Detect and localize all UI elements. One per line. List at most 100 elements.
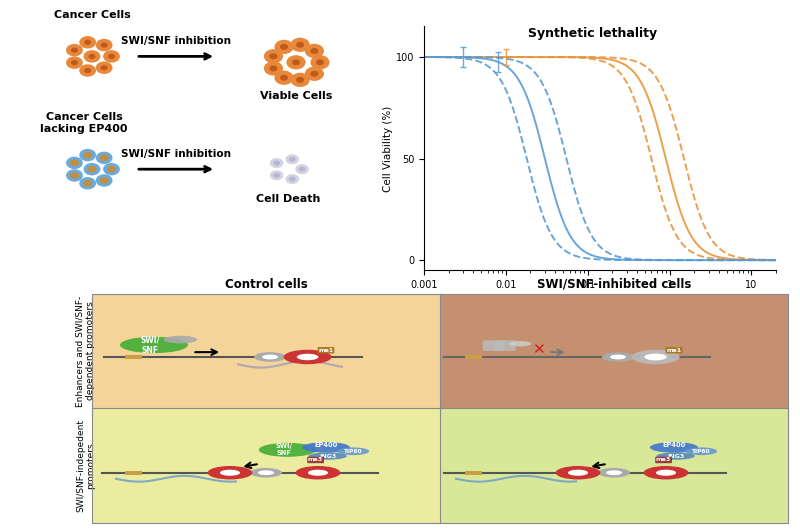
Circle shape xyxy=(280,44,288,50)
Circle shape xyxy=(83,180,92,187)
Circle shape xyxy=(71,60,78,65)
Circle shape xyxy=(310,55,330,69)
Text: me3: me3 xyxy=(656,457,671,463)
Circle shape xyxy=(250,468,282,478)
Bar xyxy=(125,471,142,475)
Circle shape xyxy=(101,42,108,48)
Circle shape xyxy=(300,355,315,359)
Text: SWI/SNF inhibition: SWI/SNF inhibition xyxy=(121,36,231,46)
Circle shape xyxy=(79,149,96,161)
Bar xyxy=(465,355,482,359)
Text: SWI/SNF-inhibited cells: SWI/SNF-inhibited cells xyxy=(537,278,691,291)
Circle shape xyxy=(83,50,101,63)
Circle shape xyxy=(284,350,332,364)
Circle shape xyxy=(298,166,306,172)
Ellipse shape xyxy=(509,341,531,347)
Circle shape xyxy=(286,55,306,69)
Circle shape xyxy=(270,65,278,72)
Text: TIP60: TIP60 xyxy=(692,449,710,454)
Bar xyxy=(440,294,788,408)
Circle shape xyxy=(297,354,318,360)
Text: SWI/
SNF: SWI/ SNF xyxy=(140,335,160,355)
Circle shape xyxy=(296,466,341,480)
Bar xyxy=(92,408,440,523)
Circle shape xyxy=(274,173,280,178)
Ellipse shape xyxy=(259,443,317,457)
Circle shape xyxy=(280,75,288,81)
Circle shape xyxy=(264,49,283,64)
FancyBboxPatch shape xyxy=(494,340,515,351)
Circle shape xyxy=(270,158,283,168)
Circle shape xyxy=(99,154,109,161)
Circle shape xyxy=(610,355,626,359)
Circle shape xyxy=(632,350,680,364)
Circle shape xyxy=(107,166,116,173)
Circle shape xyxy=(568,470,588,476)
Circle shape xyxy=(254,352,286,362)
Circle shape xyxy=(290,38,310,52)
Text: Cancer Cells
lacking EP400: Cancer Cells lacking EP400 xyxy=(40,112,128,134)
Circle shape xyxy=(289,157,296,162)
Circle shape xyxy=(598,468,630,478)
Circle shape xyxy=(290,73,310,87)
Circle shape xyxy=(264,61,283,76)
Circle shape xyxy=(66,44,83,56)
Circle shape xyxy=(79,64,96,77)
Text: Cell Death: Cell Death xyxy=(256,194,320,204)
Circle shape xyxy=(208,466,253,480)
Circle shape xyxy=(295,164,309,174)
Circle shape xyxy=(79,177,96,190)
Circle shape xyxy=(292,352,323,362)
Circle shape xyxy=(606,470,622,475)
Circle shape xyxy=(270,53,278,59)
Circle shape xyxy=(103,163,120,175)
Bar xyxy=(125,355,142,359)
Text: EP400: EP400 xyxy=(662,443,686,448)
Circle shape xyxy=(643,466,689,480)
Text: Enhancers and SWI/SNF-
dependent promoters: Enhancers and SWI/SNF- dependent promote… xyxy=(76,295,95,407)
Circle shape xyxy=(316,59,324,65)
Circle shape xyxy=(79,36,96,49)
Text: ING3: ING3 xyxy=(319,454,336,458)
Circle shape xyxy=(645,354,667,360)
Y-axis label: Cell Viability (%): Cell Viability (%) xyxy=(383,105,393,191)
Circle shape xyxy=(274,161,280,165)
Text: ✕: ✕ xyxy=(532,342,544,357)
Text: me3: me3 xyxy=(308,457,323,463)
Text: TIP60: TIP60 xyxy=(344,449,362,454)
Text: me1: me1 xyxy=(666,348,682,353)
Circle shape xyxy=(286,154,299,164)
Ellipse shape xyxy=(685,447,717,455)
Circle shape xyxy=(108,54,115,59)
Circle shape xyxy=(305,67,324,81)
Text: EP400: EP400 xyxy=(314,443,338,448)
Ellipse shape xyxy=(656,453,694,460)
Ellipse shape xyxy=(650,442,698,453)
Text: SWI/
SNF: SWI/ SNF xyxy=(276,443,293,456)
Circle shape xyxy=(83,152,92,158)
Ellipse shape xyxy=(120,337,188,353)
FancyBboxPatch shape xyxy=(482,340,504,351)
Circle shape xyxy=(89,54,95,59)
Circle shape xyxy=(640,352,672,362)
Ellipse shape xyxy=(163,335,197,343)
Circle shape xyxy=(656,470,676,476)
Circle shape xyxy=(66,56,83,69)
Text: Viable Cells: Viable Cells xyxy=(260,92,332,101)
Circle shape xyxy=(310,48,318,54)
Circle shape xyxy=(96,152,113,164)
Circle shape xyxy=(296,42,304,48)
Circle shape xyxy=(274,70,294,85)
Circle shape xyxy=(258,470,274,475)
Circle shape xyxy=(66,169,83,182)
Bar xyxy=(92,294,440,408)
Circle shape xyxy=(71,48,78,52)
Circle shape xyxy=(555,466,600,480)
Circle shape xyxy=(602,352,634,362)
Circle shape xyxy=(305,44,324,58)
Bar xyxy=(92,294,788,523)
Bar xyxy=(440,408,788,523)
Text: me1: me1 xyxy=(318,348,334,353)
Circle shape xyxy=(220,470,240,476)
Circle shape xyxy=(84,40,91,45)
